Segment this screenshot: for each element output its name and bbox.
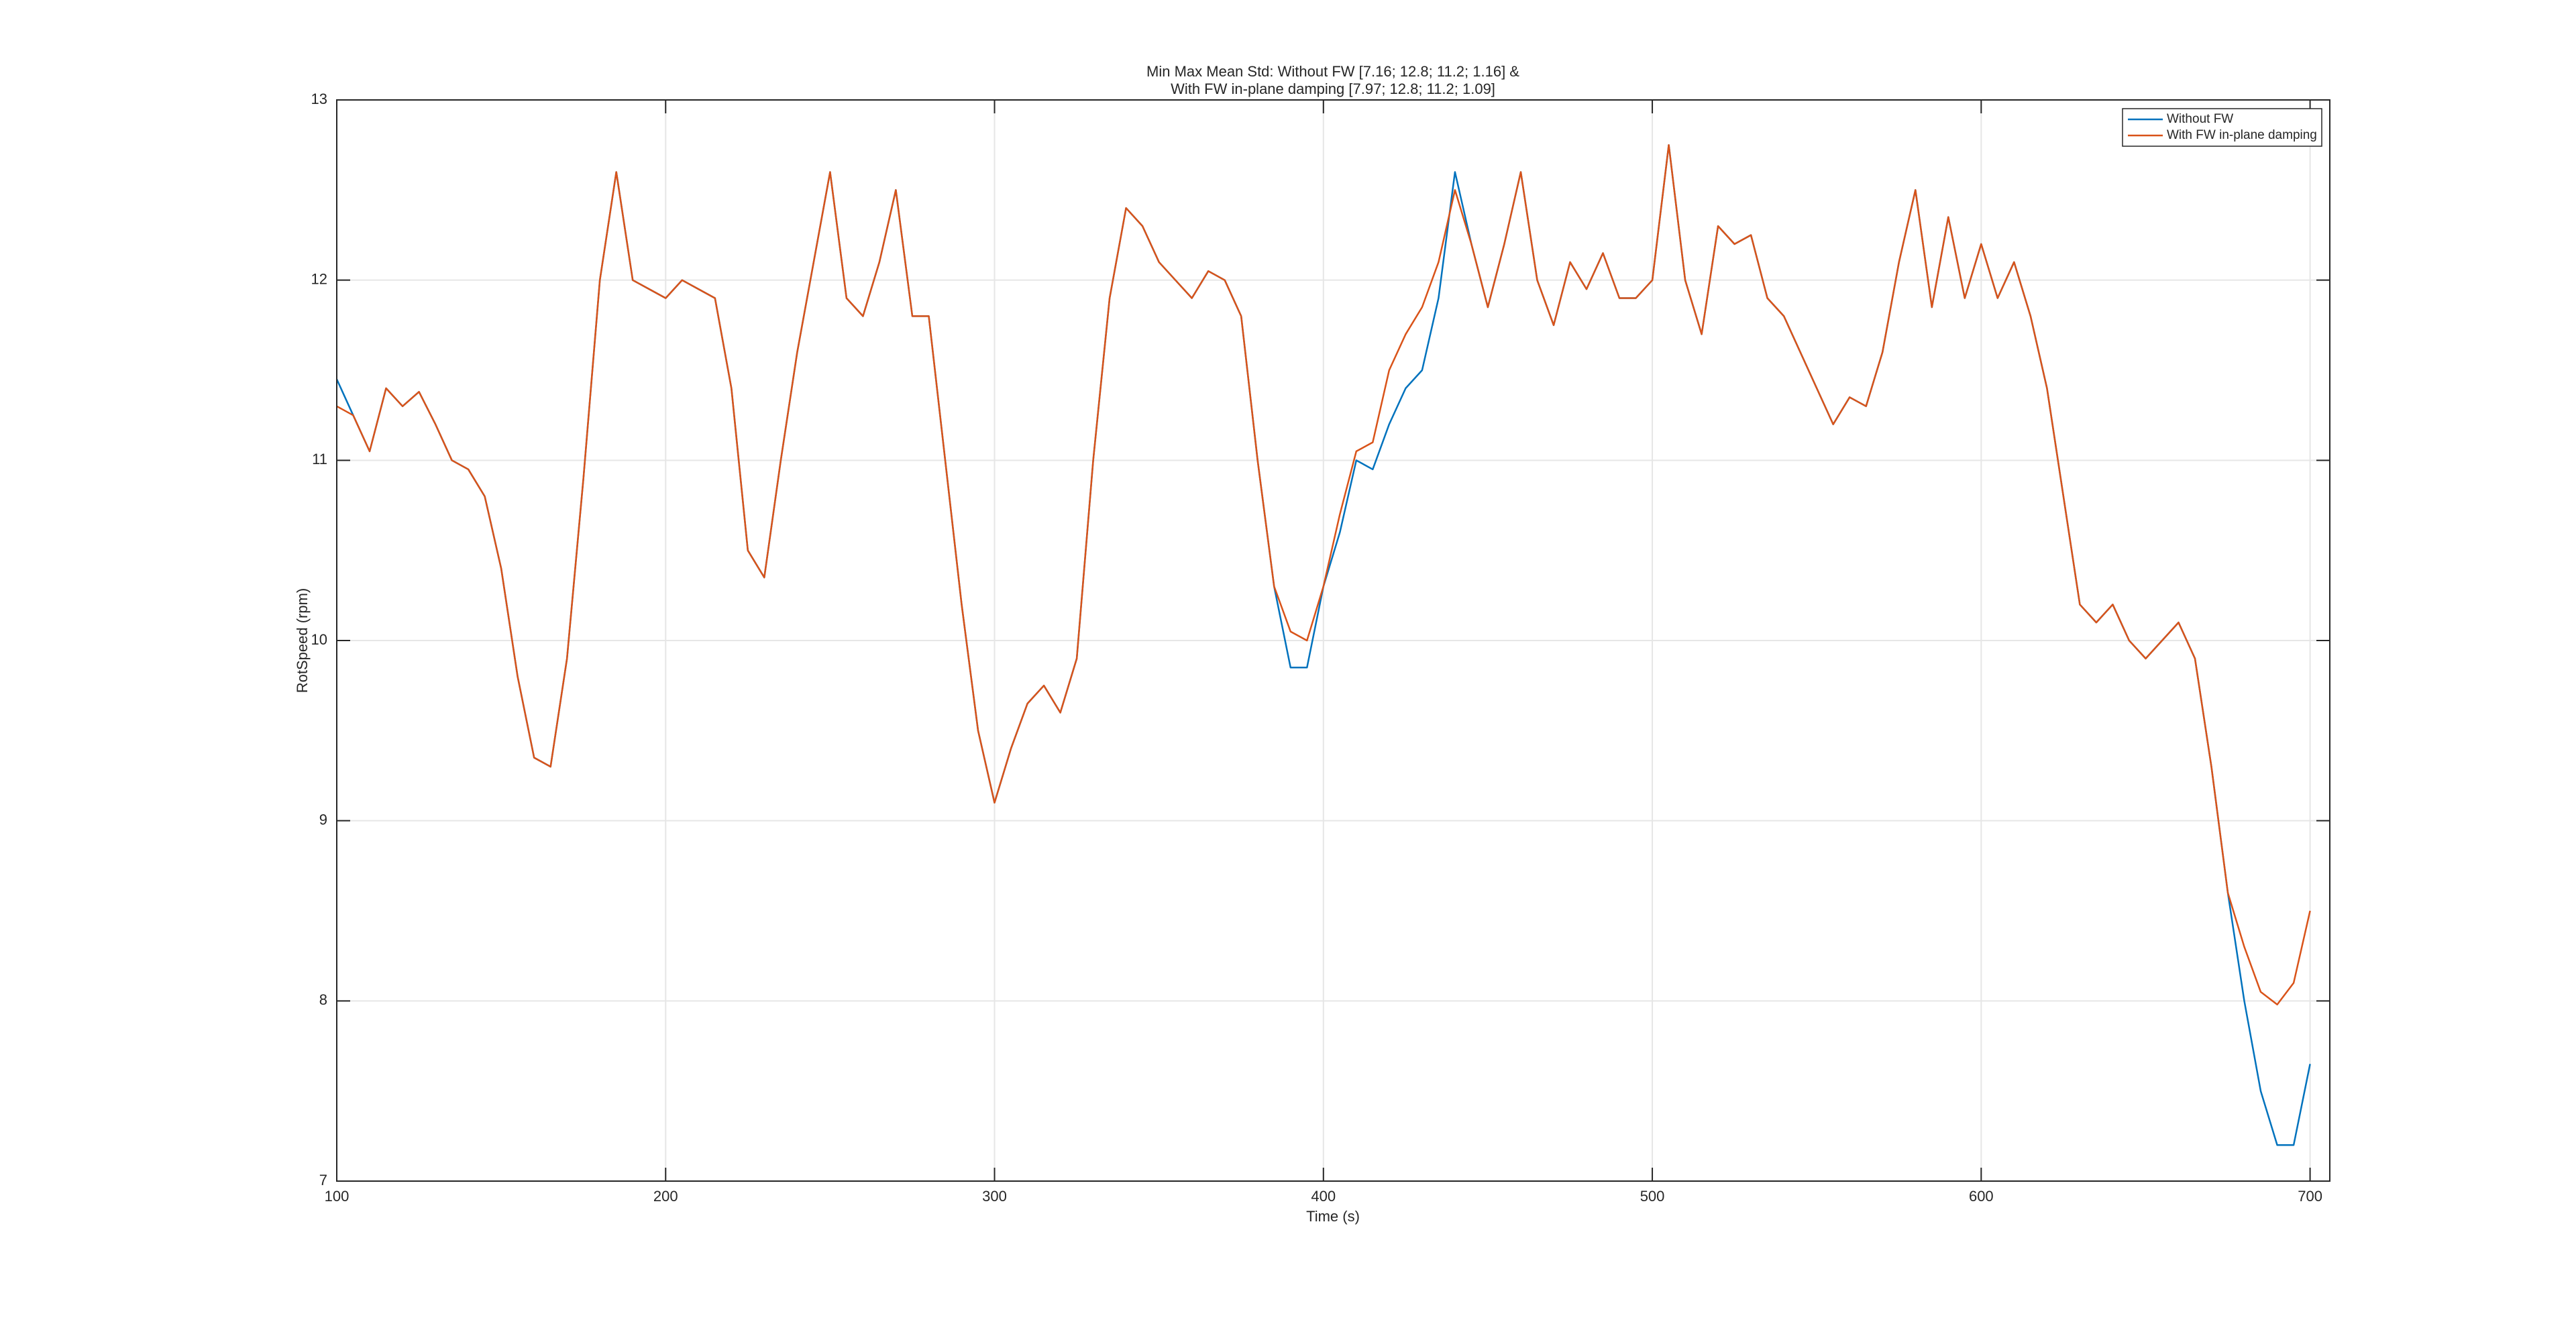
legend-label: With FW in-plane damping [2167,128,2317,142]
x-tick-label: 500 [1640,1188,1665,1205]
y-tick-label: 10 [311,631,327,648]
y-tick-label: 11 [312,451,327,467]
legend-label: Without FW [2167,112,2233,126]
x-axis-label: Time (s) [1306,1208,1360,1225]
y-tick-label: 7 [319,1172,327,1188]
y-axis-label: RotSpeed (rpm) [294,588,311,694]
x-tick-label: 300 [982,1188,1007,1205]
x-tick-label: 600 [1969,1188,1994,1205]
y-tick-label: 12 [311,270,327,287]
y-tick-label: 8 [319,991,327,1008]
x-tick-label: 200 [653,1188,678,1205]
x-tick-label: 100 [325,1188,350,1205]
legend-box [2122,108,2322,147]
axes-box [336,99,2330,1182]
y-tick-label: 9 [319,811,327,828]
data-line [336,144,2311,1005]
x-tick-label: 400 [1311,1188,1336,1205]
y-tick-label: 13 [311,91,327,107]
chart-title: Min Max Mean Std: Without FW [7.16; 12.8… [1146,63,1519,80]
chart-title: With FW in-plane damping [7.97; 12.8; 11… [1171,80,1495,97]
x-tick-label: 700 [2298,1188,2322,1205]
